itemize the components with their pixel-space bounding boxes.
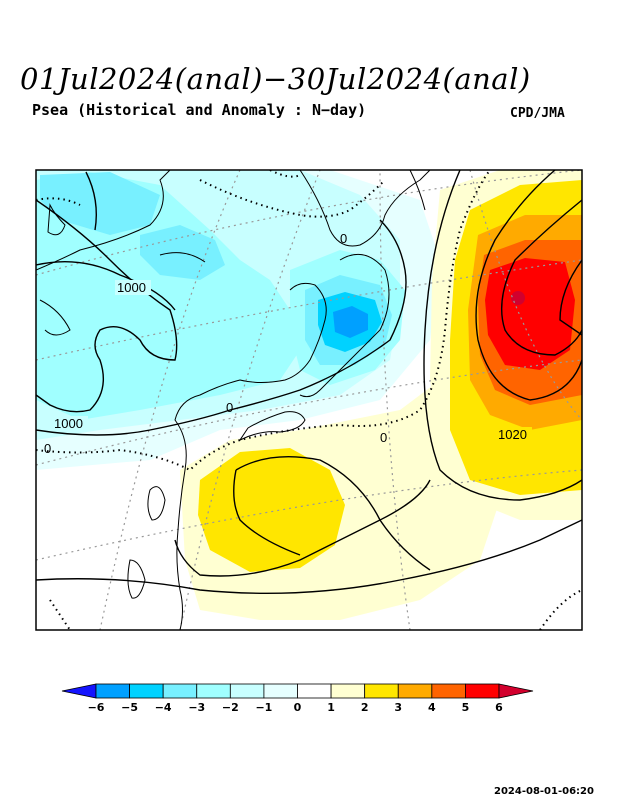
colorbar-tick-label: 4 [428,701,436,714]
colorbar-swatch [431,683,466,699]
map-subtitle: Psea (Historical and Anomaly : N−day) [32,101,367,119]
credit-label: CPD/JMA [510,106,565,121]
colorbar-tick-label: −2 [222,701,239,714]
colorbar-swatch [129,683,164,699]
lat-lon-grid [36,170,582,630]
colorbar-swatch [95,683,130,699]
colorbar-tick-label: 0 [294,701,302,714]
colorbar-swatch [330,683,366,699]
colorbar-tick-label: −1 [255,701,272,714]
map-frame [35,169,583,631]
colorbar-swatch [229,683,265,699]
colorbar-arrow-low [61,683,97,699]
colorbar: −6 −5 −4 −3 −2 −1 0 1 2 3 4 5 6 [61,683,534,714]
pressure-contours [36,170,582,595]
timestamp: 2024-08-01-06:20 [494,786,594,797]
contour-label-1000-a: 1000 [117,280,146,295]
colorbar-swatch [364,683,399,699]
zero-anomaly-contours [36,170,582,630]
colorbar-swatch [196,683,231,699]
negative-anomaly-small-2 [140,225,225,280]
contour-label-group: 1000 1000 1020 0 0 0 0 [44,231,532,456]
negative-anomaly-core [333,306,368,338]
colorbar-arrow-high [498,683,534,699]
map-title: 01Jul2024(anal)−30Jul2024(anal) [20,62,531,96]
negative-anomaly-small-1 [40,172,160,235]
colorbar-swatch [465,683,500,699]
colorbar-swatch [397,683,433,699]
positive-anomaly-max [511,291,525,305]
colorbar-tick-label: −4 [155,701,172,714]
colorbar-tick-label: −3 [188,701,205,714]
contour-label-1020: 1020 [498,427,527,442]
contour-label-1000-b: 1000 [54,416,83,431]
coastlines [36,170,431,630]
contour-label-zero-b: 0 [380,430,387,445]
colorbar-tick-label: 2 [361,701,369,714]
positive-anomaly-region-east-5 [485,258,575,370]
colorbar-tick-label: −5 [121,701,138,714]
contour-label-zero-d: 0 [44,441,51,456]
contour-label-zero-c: 0 [226,400,233,415]
colorbar-tick-label: −6 [88,701,105,714]
colorbar-tick-label: 1 [327,701,335,714]
shaded-anomaly-field [36,170,582,630]
colorbar-swatch [162,683,198,699]
colorbar-swatch [263,683,298,699]
contour-label-zero-a: 0 [340,231,347,246]
negative-anomaly-region-3 [36,172,300,420]
colorbar-swatch [297,683,332,699]
colorbar-tick-label: 3 [394,701,402,714]
colorbar-tick-label: 5 [462,701,470,714]
colorbar-tick-label: 6 [495,701,503,714]
